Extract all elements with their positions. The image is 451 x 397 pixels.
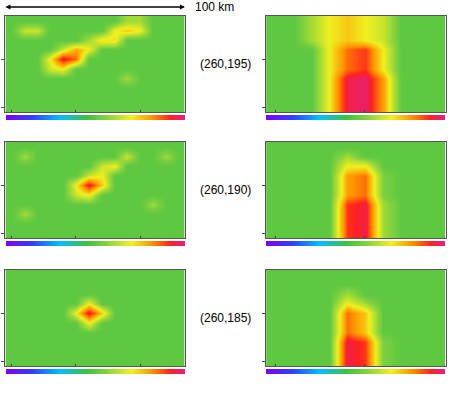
svg-text:(260,185): (260,185): [200, 311, 251, 325]
svg-text:(260,195): (260,195): [200, 57, 251, 71]
svg-text:100 km: 100 km: [195, 0, 234, 14]
svg-text:(260,190): (260,190): [200, 183, 251, 197]
